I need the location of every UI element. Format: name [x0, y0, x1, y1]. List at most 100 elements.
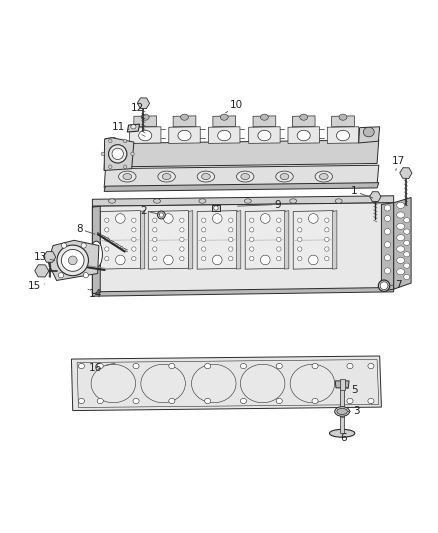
- Ellipse shape: [132, 218, 136, 222]
- Polygon shape: [197, 211, 237, 269]
- Ellipse shape: [277, 218, 281, 222]
- Ellipse shape: [141, 364, 185, 403]
- Text: 10: 10: [226, 100, 243, 113]
- Polygon shape: [92, 203, 394, 294]
- Ellipse shape: [105, 247, 109, 251]
- Ellipse shape: [90, 241, 102, 268]
- Text: 6: 6: [340, 432, 347, 442]
- Polygon shape: [332, 116, 354, 127]
- Polygon shape: [77, 359, 379, 408]
- Ellipse shape: [152, 247, 157, 251]
- Ellipse shape: [404, 217, 410, 223]
- Ellipse shape: [131, 125, 136, 129]
- Ellipse shape: [297, 237, 302, 241]
- Ellipse shape: [201, 256, 206, 261]
- Text: 1: 1: [351, 187, 373, 198]
- Text: 14: 14: [88, 288, 102, 298]
- Ellipse shape: [178, 130, 191, 141]
- Ellipse shape: [368, 364, 374, 369]
- Ellipse shape: [229, 218, 233, 222]
- Ellipse shape: [191, 364, 236, 403]
- Ellipse shape: [105, 256, 109, 261]
- Ellipse shape: [277, 247, 281, 251]
- Ellipse shape: [162, 174, 171, 180]
- Ellipse shape: [240, 364, 247, 369]
- Ellipse shape: [163, 214, 173, 223]
- Ellipse shape: [237, 171, 254, 182]
- Text: 3: 3: [348, 407, 360, 416]
- Ellipse shape: [109, 165, 112, 168]
- Ellipse shape: [116, 214, 125, 223]
- Text: 12: 12: [131, 103, 144, 117]
- Ellipse shape: [397, 203, 405, 208]
- Polygon shape: [249, 127, 280, 143]
- Ellipse shape: [258, 130, 271, 141]
- Ellipse shape: [220, 114, 228, 120]
- Ellipse shape: [347, 398, 353, 403]
- Text: 9: 9: [237, 199, 281, 209]
- Polygon shape: [48, 240, 99, 280]
- Ellipse shape: [132, 256, 136, 261]
- Ellipse shape: [132, 237, 136, 241]
- Polygon shape: [127, 124, 140, 132]
- Ellipse shape: [347, 364, 353, 369]
- Ellipse shape: [297, 218, 302, 222]
- Ellipse shape: [180, 247, 184, 251]
- Polygon shape: [327, 127, 359, 143]
- Ellipse shape: [385, 215, 391, 222]
- Ellipse shape: [194, 367, 233, 400]
- Ellipse shape: [81, 243, 86, 248]
- Ellipse shape: [244, 199, 251, 203]
- Ellipse shape: [91, 364, 136, 403]
- Ellipse shape: [212, 214, 222, 223]
- Ellipse shape: [218, 130, 231, 141]
- Ellipse shape: [109, 199, 116, 203]
- Ellipse shape: [139, 130, 152, 141]
- Ellipse shape: [105, 228, 109, 232]
- Ellipse shape: [397, 223, 405, 229]
- Ellipse shape: [385, 268, 391, 274]
- Polygon shape: [141, 211, 145, 269]
- Ellipse shape: [197, 171, 215, 182]
- Ellipse shape: [385, 205, 391, 211]
- Ellipse shape: [109, 139, 112, 143]
- Ellipse shape: [83, 272, 88, 278]
- Ellipse shape: [180, 228, 184, 232]
- Ellipse shape: [229, 237, 233, 241]
- Ellipse shape: [157, 211, 165, 219]
- Ellipse shape: [124, 139, 127, 143]
- Ellipse shape: [97, 398, 103, 403]
- Polygon shape: [148, 211, 188, 269]
- Ellipse shape: [297, 228, 302, 232]
- Polygon shape: [92, 196, 394, 206]
- Ellipse shape: [229, 247, 233, 251]
- Ellipse shape: [385, 241, 391, 248]
- Ellipse shape: [105, 218, 109, 222]
- Ellipse shape: [243, 367, 283, 400]
- Polygon shape: [359, 127, 380, 143]
- Ellipse shape: [385, 229, 391, 235]
- Bar: [339, 379, 345, 391]
- Ellipse shape: [240, 364, 285, 403]
- Polygon shape: [100, 211, 141, 269]
- Ellipse shape: [329, 430, 355, 437]
- Ellipse shape: [397, 212, 405, 218]
- Text: 5: 5: [346, 385, 358, 394]
- Polygon shape: [104, 138, 134, 171]
- Text: 2: 2: [141, 206, 159, 216]
- Ellipse shape: [169, 364, 175, 369]
- Ellipse shape: [158, 171, 175, 182]
- Ellipse shape: [78, 364, 85, 369]
- Ellipse shape: [61, 243, 67, 248]
- Text: 7: 7: [389, 280, 402, 290]
- Ellipse shape: [212, 255, 222, 265]
- Ellipse shape: [132, 247, 136, 251]
- Ellipse shape: [277, 237, 281, 241]
- Ellipse shape: [163, 255, 173, 265]
- Ellipse shape: [380, 282, 388, 289]
- Polygon shape: [92, 287, 394, 296]
- Ellipse shape: [335, 407, 350, 416]
- Text: 8: 8: [76, 224, 95, 234]
- Polygon shape: [213, 116, 236, 127]
- Ellipse shape: [78, 398, 85, 403]
